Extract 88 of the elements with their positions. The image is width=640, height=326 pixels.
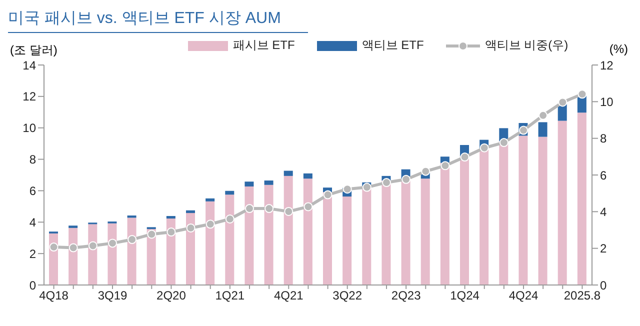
point — [225, 214, 234, 224]
bar — [284, 176, 293, 285]
bar — [382, 180, 391, 285]
bar — [225, 194, 234, 285]
legend-label: 액티브 ETF — [360, 37, 424, 54]
x-tick-label: 2025.8 — [564, 288, 601, 303]
x-tick-label: 3Q22 — [332, 288, 362, 303]
bar — [284, 170, 293, 176]
bar — [303, 173, 312, 179]
point — [206, 220, 215, 229]
point — [108, 238, 117, 248]
y-tick-label: 2 — [29, 246, 36, 261]
x-tick-label: 2Q20 — [156, 288, 186, 303]
bar — [518, 136, 528, 285]
bar — [206, 198, 215, 202]
y-tick-label: 8 — [29, 152, 36, 167]
bar — [577, 112, 586, 285]
y2-axis-title: (%) — [609, 42, 628, 56]
legend-label: 액티브 비중(우) — [484, 37, 568, 54]
point — [558, 98, 568, 107]
bar — [264, 184, 274, 285]
bar — [499, 141, 508, 285]
bar — [244, 186, 254, 285]
y-tick-label: 10 — [22, 121, 36, 136]
point — [519, 126, 528, 135]
y2-tick-label: 10 — [600, 94, 614, 109]
point — [460, 152, 470, 162]
bar — [206, 201, 215, 285]
point — [284, 206, 294, 216]
legend-label: 패시브 ETF — [232, 37, 295, 54]
y2-tick-label: 8 — [600, 132, 607, 146]
bar — [323, 192, 332, 285]
point — [88, 241, 98, 250]
bar — [480, 148, 489, 285]
point — [402, 174, 411, 184]
y2-tick-label: 6 — [600, 168, 607, 182]
point — [480, 143, 489, 152]
bar — [244, 182, 254, 186]
y-tick-label: 14 — [22, 58, 36, 72]
point — [245, 204, 254, 214]
point — [128, 235, 137, 244]
y-axis-title: (조 달러) — [10, 42, 58, 59]
y2-tick-label: 0 — [600, 278, 607, 292]
x-tick-label: 1Q24 — [450, 288, 480, 303]
x-tick-label: 4Q21 — [274, 288, 304, 303]
bar — [420, 178, 430, 285]
x-tick-label: 1Q21 — [215, 288, 245, 303]
point — [147, 230, 156, 239]
bar — [460, 156, 469, 285]
point — [382, 178, 391, 188]
bar — [440, 162, 450, 285]
point — [421, 166, 430, 176]
bar — [225, 190, 234, 195]
bar — [166, 216, 176, 219]
point — [186, 223, 196, 232]
bar — [401, 178, 410, 285]
chart-title: 미국 패시브 vs. 액티브 ETF 시장 AUM — [8, 8, 308, 33]
point — [68, 243, 78, 252]
point — [49, 242, 58, 252]
bar — [362, 186, 372, 285]
bar — [186, 210, 195, 214]
x-tick-label: 4Q18 — [39, 288, 69, 303]
point — [440, 161, 450, 170]
point — [362, 182, 372, 192]
point — [578, 90, 587, 99]
x-tick-label: 3Q19 — [98, 288, 128, 303]
y-tick-label: 4 — [29, 215, 36, 230]
y-tick-label: 12 — [22, 90, 36, 104]
point — [264, 204, 274, 214]
bar — [264, 180, 274, 185]
y2-tick-label: 4 — [600, 204, 607, 219]
bar — [342, 196, 352, 285]
y2-tick-label: 2 — [600, 242, 607, 256]
bar — [538, 136, 548, 285]
point — [323, 190, 332, 200]
bar — [558, 120, 567, 285]
point — [166, 228, 176, 237]
x-tick-label: 2Q23 — [391, 288, 422, 303]
point — [342, 184, 352, 194]
y-tick-label: 0 — [29, 278, 36, 292]
y2-tick-label: 12 — [600, 58, 614, 72]
x-tick-label: 4Q24 — [508, 288, 538, 303]
point — [304, 202, 313, 212]
y-tick-label: 6 — [29, 184, 36, 198]
point — [538, 110, 548, 120]
bar — [303, 178, 312, 285]
point — [499, 138, 508, 148]
bar — [538, 122, 548, 137]
